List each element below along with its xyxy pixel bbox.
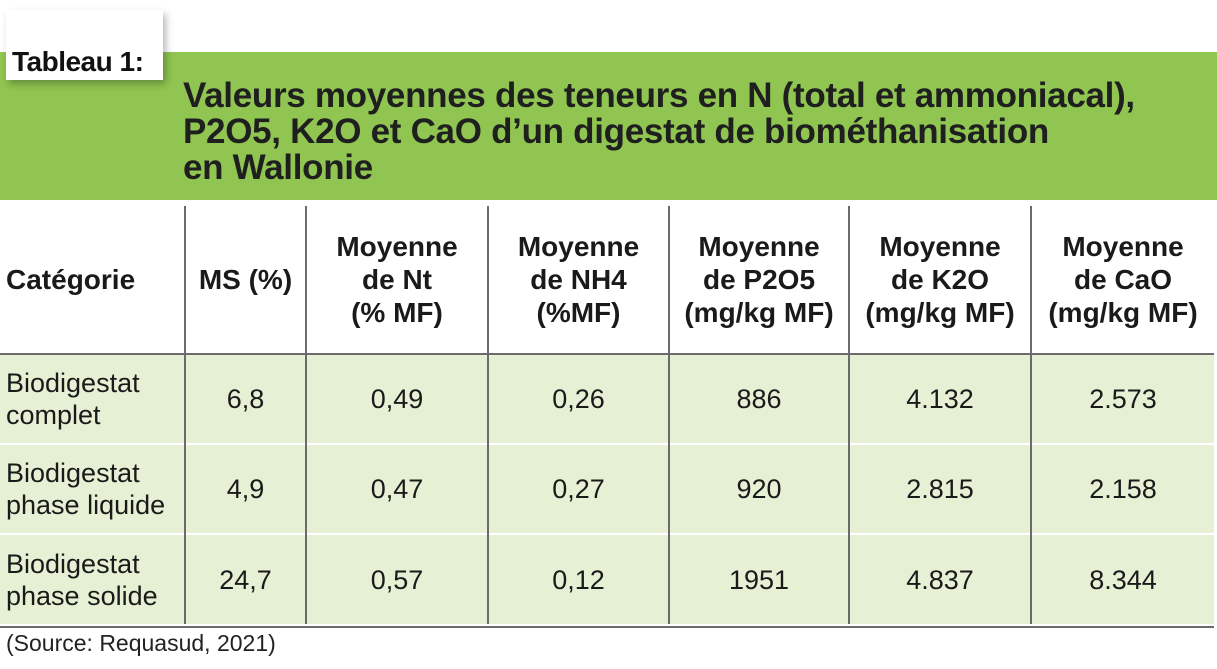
header-text: Catégorie [6, 264, 136, 295]
cell-nh4: 0,26 [487, 354, 669, 444]
header-cao: Moyenne de CaO (mg/kg MF) [1030, 206, 1214, 355]
cell-k2o: 2.815 [848, 443, 1031, 534]
header-text: de Nt [362, 264, 432, 295]
data-table: Catégorie MS (%) Moyenne de Nt (% MF) Mo… [0, 206, 1214, 624]
header-text: de K2O [890, 264, 990, 295]
cell-nh4: 0,12 [487, 533, 669, 624]
header-text: Moyenne [879, 231, 1001, 262]
header-text: (%MF) [536, 297, 621, 328]
table-title: Valeurs moyennes des teneurs en N (total… [183, 78, 1193, 186]
header-p2o5: Moyenne de P2O5 (mg/kg MF) [668, 206, 849, 355]
cell-nh4: 0,27 [487, 443, 669, 534]
row-category-cell: Biodigestat phase solide [0, 533, 185, 624]
header-ms: MS (%) [184, 206, 306, 355]
cell-k2o: 4.837 [848, 533, 1031, 624]
row-category-text: Biodigestat [6, 368, 140, 398]
header-text: Moyenne [336, 231, 458, 262]
cell-cao: 2.573 [1030, 354, 1214, 444]
header-text: de P2O5 [702, 264, 816, 295]
header-k2o: Moyenne de K2O (mg/kg MF) [848, 206, 1031, 355]
header-category: Catégorie [0, 206, 185, 355]
row-category-text: phase liquide [6, 490, 166, 520]
cell-nt: 0,57 [305, 533, 488, 624]
cell-p2o5: 920 [668, 443, 849, 534]
table-tag-label: Tableau 1: [12, 46, 144, 77]
title-line: P2O5, K2O et CaO d’un digestat de biomét… [183, 112, 1049, 151]
header-text: (mg/kg MF) [684, 297, 834, 328]
cell-p2o5: 886 [668, 354, 849, 444]
table-row: Biodigestat phase solide 24,7 0,57 0,12 … [0, 533, 1214, 624]
row-category-cell: Biodigestat phase liquide [0, 443, 185, 534]
cell-ms: 6,8 [184, 354, 306, 444]
header-nh4: Moyenne de NH4 (%MF) [487, 206, 669, 355]
cell-ms: 4,9 [184, 443, 306, 534]
table-tag-box [6, 10, 163, 80]
header-text: (mg/kg MF) [1048, 297, 1198, 328]
row-category-text: phase solide [6, 580, 158, 611]
cell-cao: 8.344 [1030, 533, 1214, 624]
row-category-text: Biodigestat [6, 458, 140, 488]
title-line: Valeurs moyennes des teneurs en N (total… [183, 76, 1135, 115]
header-text: MS (%) [198, 264, 293, 295]
cell-k2o: 4.132 [848, 354, 1031, 444]
header-text: Moyenne [517, 231, 640, 262]
cell-ms: 24,7 [184, 533, 306, 624]
header-text: (% MF) [351, 297, 443, 328]
cell-p2o5: 1951 [668, 533, 849, 624]
title-band [0, 52, 1217, 200]
row-category-text: complet [6, 400, 101, 430]
header-nt: Moyenne de Nt (% MF) [305, 206, 488, 355]
header-text: Moyenne [1062, 231, 1184, 262]
header-row: Catégorie MS (%) Moyenne de Nt (% MF) Mo… [0, 206, 1214, 355]
header-text: de NH4 [530, 264, 627, 295]
source-note: (Source: Requasud, 2021) [6, 630, 276, 656]
cell-cao: 2.158 [1030, 443, 1214, 534]
row-category-cell: Biodigestat complet [0, 354, 185, 444]
title-line: en Wallonie [183, 148, 373, 187]
row-category-text: Biodigestat [6, 548, 140, 579]
table-row: Biodigestat complet 6,8 0,49 0,26 886 4.… [0, 354, 1214, 444]
table-row: Biodigestat phase liquide 4,9 0,47 0,27 … [0, 443, 1214, 534]
header-text: (mg/kg MF) [865, 297, 1015, 328]
header-text: Moyenne [698, 231, 820, 262]
table-bottom-rule [0, 626, 1214, 628]
header-text: de CaO [1073, 264, 1173, 295]
cell-nt: 0,49 [305, 354, 488, 444]
cell-nt: 0,47 [305, 443, 488, 534]
